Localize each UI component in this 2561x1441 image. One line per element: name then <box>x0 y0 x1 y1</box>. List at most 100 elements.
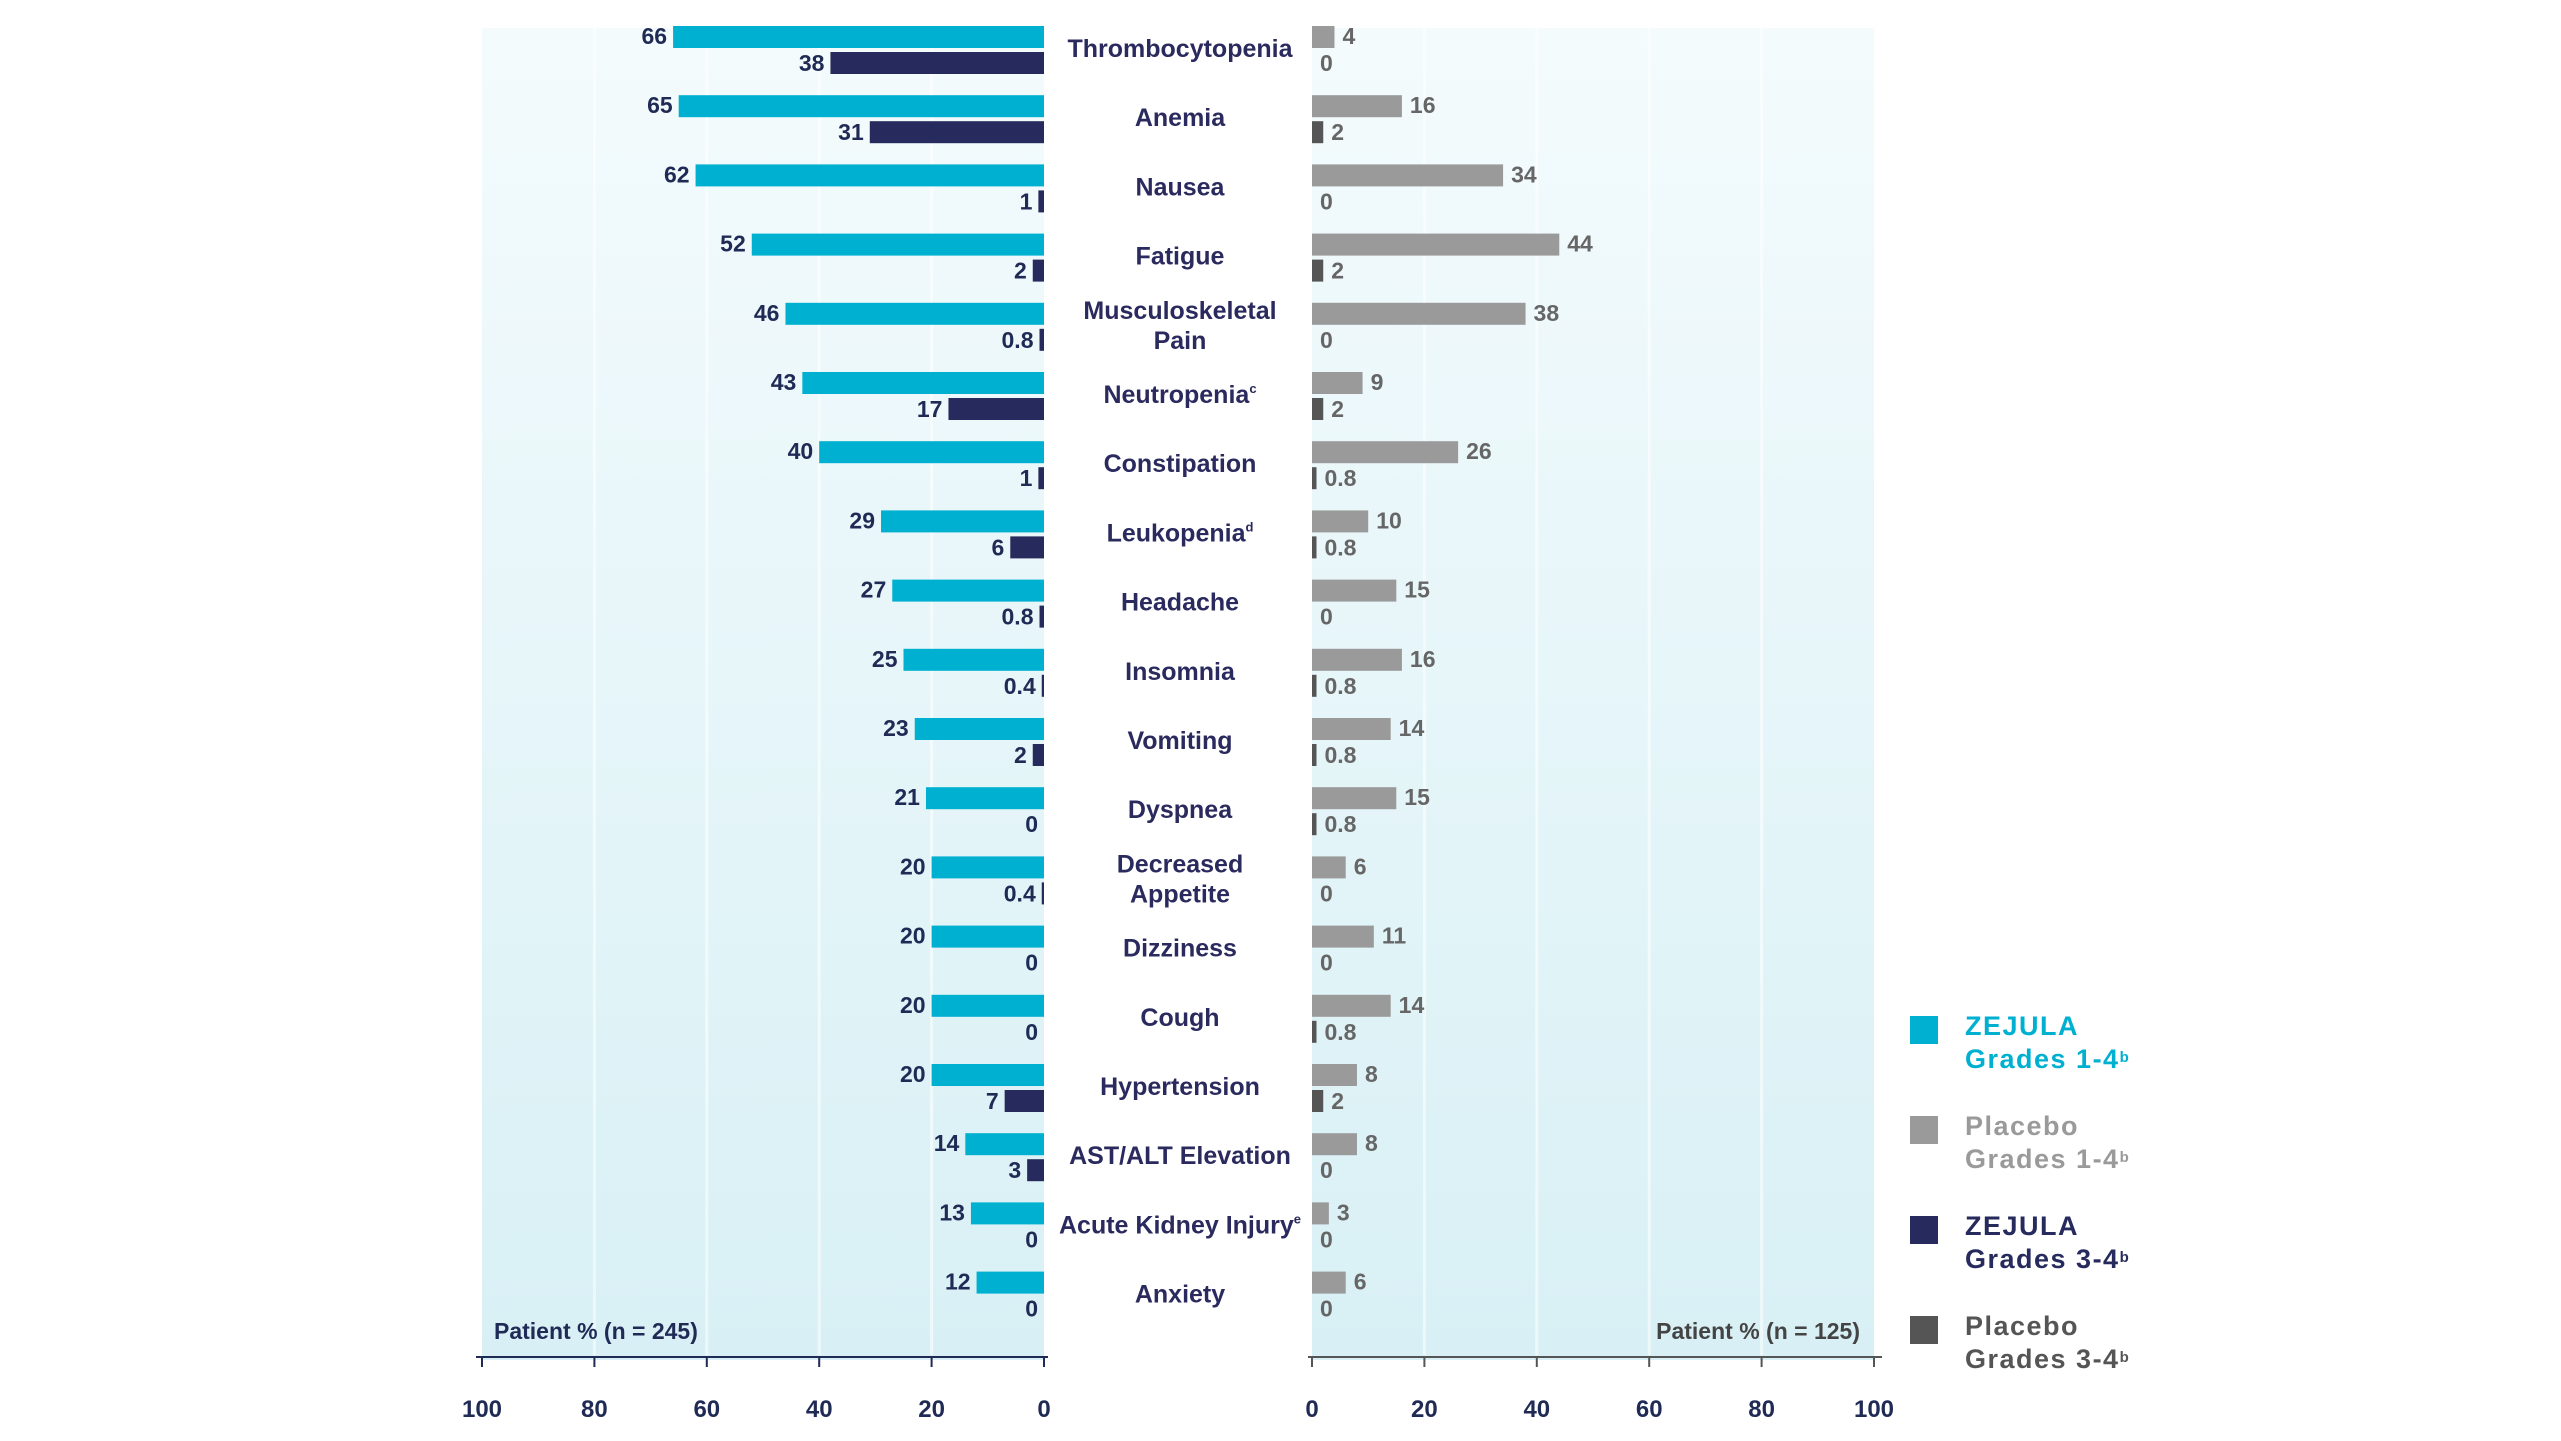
bar-placebo-grades-1-4 <box>1312 372 1363 394</box>
category-label: Musculoskeletal Pain <box>1083 297 1276 355</box>
data-label-zejula-grades-3-4: 0 <box>1025 950 1038 976</box>
bar-placebo-grades-3-4 <box>1312 536 1317 559</box>
data-label-placebo-grades-1-4: 16 <box>1410 92 1436 118</box>
data-label-placebo-grades-1-4: 11 <box>1382 923 1407 949</box>
bar-placebo-grades-3-4 <box>1312 121 1324 144</box>
bar-zejula-grades-1-4 <box>931 856 1044 879</box>
data-label-placebo-grades-3-4: 0 <box>1320 188 1333 214</box>
bar-placebo-grades-3-4 <box>1312 1020 1317 1043</box>
left-axis-tick-label: 100 <box>462 1396 502 1423</box>
legend-label: Placebo Grades 3-4b <box>1965 1311 2131 1374</box>
data-label-placebo-grades-3-4: 0 <box>1320 950 1333 976</box>
legend-swatch <box>1910 1316 1938 1344</box>
data-label-zejula-grades-1-4: 21 <box>894 784 920 810</box>
bar-zejula-grades-3-4 <box>869 121 1044 144</box>
bar-zejula-grades-1-4 <box>673 26 1044 48</box>
category-label: Insomnia <box>1125 658 1236 686</box>
bar-placebo-grades-1-4 <box>1312 579 1397 602</box>
bar-zejula-grades-3-4 <box>830 52 1044 74</box>
bar-zejula-grades-3-4 <box>1039 605 1044 628</box>
bar-zejula-grades-3-4 <box>1032 744 1044 766</box>
data-label-placebo-grades-3-4: 0 <box>1320 50 1333 76</box>
data-label-zejula-grades-3-4: 0 <box>1025 1019 1038 1045</box>
bar-placebo-grades-3-4 <box>1312 398 1324 420</box>
data-label-placebo-grades-3-4: 0 <box>1320 327 1333 353</box>
category-label: Headache <box>1121 589 1239 617</box>
data-label-zejula-grades-1-4: 62 <box>664 161 690 187</box>
right-axis-label: Patient % (n = 125) <box>1656 1318 1860 1344</box>
data-label-placebo-grades-1-4: 38 <box>1534 300 1560 326</box>
bar-placebo-grades-1-4 <box>1312 441 1459 464</box>
data-label-placebo-grades-1-4: 6 <box>1354 853 1367 879</box>
category-label: Constipation <box>1104 450 1257 478</box>
category-label: Vomiting <box>1127 727 1232 755</box>
data-label-placebo-grades-1-4: 16 <box>1410 646 1436 672</box>
bar-placebo-grades-3-4 <box>1312 259 1324 282</box>
bar-zejula-grades-3-4 <box>1010 536 1044 559</box>
category-label: Dizziness <box>1123 935 1237 963</box>
data-label-zejula-grades-1-4: 12 <box>945 1269 971 1295</box>
data-label-placebo-grades-1-4: 9 <box>1371 369 1384 395</box>
data-label-zejula-grades-1-4: 46 <box>754 300 780 326</box>
bar-zejula-grades-1-4 <box>931 994 1044 1017</box>
data-label-placebo-grades-3-4: 0 <box>1320 604 1333 630</box>
data-label-placebo-grades-3-4: 0.8 <box>1324 811 1356 837</box>
right-axis-tick-label: 60 <box>1636 1396 1663 1423</box>
data-label-zejula-grades-1-4: 20 <box>900 853 926 879</box>
data-label-zejula-grades-3-4: 6 <box>991 534 1004 560</box>
bar-placebo-grades-1-4 <box>1312 510 1369 533</box>
category-label: Anxiety <box>1135 1281 1225 1309</box>
data-label-placebo-grades-1-4: 14 <box>1399 715 1425 741</box>
category-label: AST/ALT Elevation <box>1069 1142 1291 1170</box>
bar-zejula-grades-1-4 <box>695 164 1044 187</box>
data-label-placebo-grades-1-4: 15 <box>1404 784 1430 810</box>
category-label: Thrombocytopenia <box>1067 35 1293 63</box>
data-label-placebo-grades-3-4: 2 <box>1331 1088 1344 1114</box>
bar-zejula-grades-3-4 <box>1039 328 1044 351</box>
bar-zejula-grades-3-4 <box>1027 1159 1044 1182</box>
data-label-placebo-grades-1-4: 14 <box>1399 992 1425 1018</box>
category-label: Acute Kidney Injurye <box>1059 1211 1301 1239</box>
bar-placebo-grades-1-4 <box>1312 1271 1346 1294</box>
bar-placebo-grades-1-4 <box>1312 925 1374 948</box>
category-label: Neutropeniac <box>1103 381 1256 409</box>
bar-zejula-grades-3-4 <box>1038 467 1044 490</box>
data-label-zejula-grades-1-4: 52 <box>720 231 746 257</box>
bar-zejula-grades-1-4 <box>903 648 1044 671</box>
bar-zejula-grades-1-4 <box>802 372 1044 394</box>
data-label-placebo-grades-1-4: 26 <box>1466 438 1492 464</box>
right-axis-tick-label: 20 <box>1411 1396 1438 1423</box>
data-label-placebo-grades-3-4: 0 <box>1320 1296 1333 1322</box>
bar-zejula-grades-3-4 <box>1032 259 1044 282</box>
data-label-zejula-grades-3-4: 0 <box>1025 1296 1038 1322</box>
left-plot-background <box>482 28 1044 1360</box>
left-axis-label: Patient % (n = 245) <box>494 1318 698 1344</box>
left-axis-tick-label: 60 <box>693 1396 720 1423</box>
bar-zejula-grades-1-4 <box>881 510 1044 533</box>
bar-placebo-grades-1-4 <box>1312 994 1391 1017</box>
category-label: Cough <box>1140 1004 1219 1032</box>
bar-zejula-grades-1-4 <box>965 1133 1044 1156</box>
data-label-placebo-grades-1-4: 15 <box>1404 577 1430 603</box>
data-label-zejula-grades-1-4: 27 <box>861 577 887 603</box>
data-label-placebo-grades-1-4: 10 <box>1376 507 1402 533</box>
bar-zejula-grades-1-4 <box>785 302 1044 325</box>
legend-swatch <box>1910 1116 1938 1144</box>
right-axis-tick-label: 0 <box>1305 1396 1318 1423</box>
bar-placebo-grades-1-4 <box>1312 302 1526 325</box>
data-label-zejula-grades-3-4: 0 <box>1025 811 1038 837</box>
category-label: Fatigue <box>1136 243 1225 271</box>
legend-label: Placebo Grades 1-4b <box>1965 1111 2131 1174</box>
left-axis-tick-label: 80 <box>581 1396 608 1423</box>
category-label: Leukopeniad <box>1107 519 1254 547</box>
data-label-placebo-grades-3-4: 2 <box>1331 396 1344 422</box>
data-label-zejula-grades-3-4: 3 <box>1008 1157 1021 1183</box>
bar-zejula-grades-1-4 <box>931 1064 1044 1086</box>
data-label-zejula-grades-1-4: 13 <box>939 1199 965 1225</box>
bar-placebo-grades-1-4 <box>1312 718 1391 740</box>
data-label-placebo-grades-3-4: 0.8 <box>1324 465 1356 491</box>
data-label-zejula-grades-3-4: 7 <box>986 1088 999 1114</box>
bar-zejula-grades-1-4 <box>925 787 1044 810</box>
bar-zejula-grades-1-4 <box>751 233 1044 256</box>
category-label: Anemia <box>1135 104 1226 132</box>
